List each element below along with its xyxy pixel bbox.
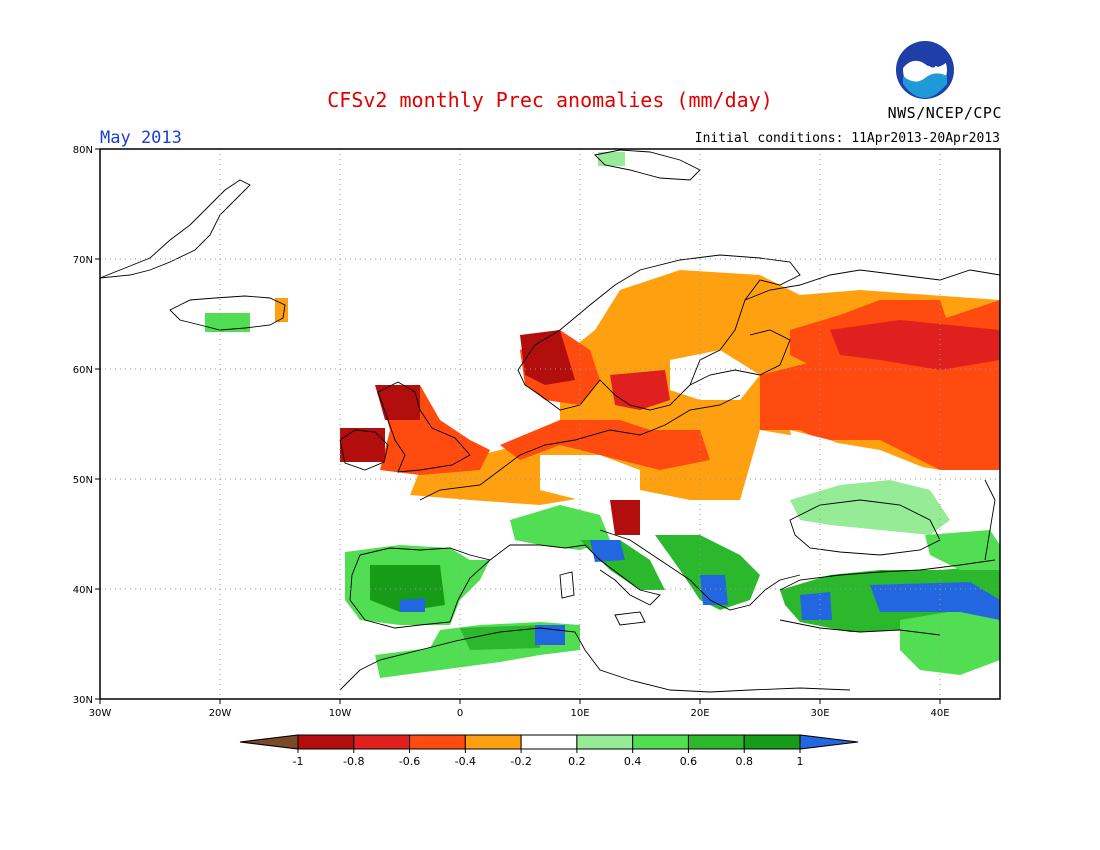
coast-britain xyxy=(377,381,471,473)
dry-darkred-norway xyxy=(520,330,575,385)
coast-turkey xyxy=(779,559,996,636)
lon-tick-label: 10W xyxy=(329,708,352,719)
neutral-baltic xyxy=(670,350,760,400)
coast-scandinavia xyxy=(517,254,801,411)
lat-tick-label: 80N xyxy=(73,145,93,156)
coast-svalbard xyxy=(594,149,701,181)
colorbar-label: -0.8 xyxy=(343,755,364,768)
coast-greenland xyxy=(99,179,251,279)
lon-tick-label: 30E xyxy=(810,708,829,719)
wet-blue-turkey xyxy=(800,592,832,620)
colorbar-swatch xyxy=(687,734,745,750)
lat-tick-label: 60N xyxy=(73,365,93,376)
dry-darkred-scotland xyxy=(375,385,420,420)
wet-balkans xyxy=(655,535,760,610)
coast-baltic xyxy=(689,329,791,386)
coast-north-africa xyxy=(339,627,851,693)
colorbar-swatch xyxy=(576,734,634,750)
coast-balkans xyxy=(599,529,801,611)
noaa-logo: NOAA xyxy=(896,41,954,99)
wet-blue-spain xyxy=(400,598,425,612)
wet-black-sea xyxy=(790,480,950,535)
coast-iceland xyxy=(169,295,286,331)
lon-tick-label: 10E xyxy=(570,708,589,719)
colorbar-label: 0.6 xyxy=(680,755,698,768)
coast-caspian xyxy=(984,479,996,561)
wet-iberia-dark xyxy=(370,565,445,612)
wet-middle-east xyxy=(900,610,1000,675)
dry-darkred-russia xyxy=(830,320,1000,370)
lon-tick-label: 40E xyxy=(930,708,949,719)
anomaly-shading xyxy=(205,152,1000,678)
colorbar-swatch xyxy=(632,734,689,750)
colorbar: -1 -0.8 -0.6 -0.4 -0.2 0.2 0.4 0.6 0.8 1 xyxy=(239,734,859,768)
lat-tick-label: 30N xyxy=(73,695,93,706)
colorbar-swatch xyxy=(464,734,522,750)
dry-darkred-italy xyxy=(610,500,640,535)
dry-darkred-sweden xyxy=(610,370,670,410)
wet-svalbard xyxy=(598,152,625,166)
wet-iceland xyxy=(205,313,250,332)
lat-tick-label: 70N xyxy=(73,255,93,266)
colorbar-label: -0.6 xyxy=(399,755,420,768)
wet-alps xyxy=(510,505,610,550)
coast-france-italy xyxy=(489,544,661,606)
colorbar-label: 1 xyxy=(797,755,804,768)
colorbar-swatch xyxy=(353,734,411,750)
colorbar-label: -1 xyxy=(293,755,304,768)
wet-blue-greece xyxy=(700,575,728,605)
logo-text: NOAA xyxy=(910,65,939,76)
axes: 30N 40N 50N 60N 70N 80N 30W 20W 10W 0 10E 20E 30E 40E xyxy=(73,145,950,719)
coast-continental xyxy=(419,394,741,501)
valid-month: May 2013 xyxy=(100,128,182,148)
colorbar-swatch xyxy=(409,734,466,750)
wet-blue-turkey-east xyxy=(870,582,1000,620)
lon-tick-label: 0 xyxy=(457,708,463,719)
dry-iceland-east xyxy=(275,298,288,322)
map-frame xyxy=(99,148,1001,700)
neutral-central xyxy=(540,455,640,500)
colorbar-label: 0.4 xyxy=(624,755,642,768)
colorbar-label: -0.2 xyxy=(510,755,531,768)
lat-tick-label: 40N xyxy=(73,585,93,596)
agency-label: NWS/NCEP/CPC xyxy=(887,104,1002,122)
colorbar-high-arrow xyxy=(799,734,859,750)
lon-tick-label: 20E xyxy=(690,708,709,719)
lon-tick-label: 30W xyxy=(89,708,112,719)
gridlines xyxy=(100,149,1000,699)
colorbar-swatch xyxy=(743,734,801,750)
colorbar-label: -0.4 xyxy=(455,755,476,768)
coast-sicily xyxy=(614,611,646,626)
map-title: CFSv2 monthly Prec anomalies (mm/day) xyxy=(327,88,773,112)
coast-black-sea xyxy=(789,499,941,556)
wet-caucasus xyxy=(925,530,1000,570)
lon-tick-label: 20W xyxy=(209,708,232,719)
coast-iberia xyxy=(349,547,491,629)
wet-blue-italy xyxy=(590,540,625,562)
coast-ireland xyxy=(339,429,389,471)
lat-tick-label: 50N xyxy=(73,475,93,486)
coast-sardinia xyxy=(559,571,575,599)
dry-red-central xyxy=(500,420,710,470)
colorbar-label: 0.2 xyxy=(568,755,586,768)
wet-north-africa-dark xyxy=(460,625,540,650)
colorbar-low-arrow xyxy=(239,734,299,750)
colorbar-swatch xyxy=(520,734,578,750)
coastlines xyxy=(99,149,1001,693)
colorbar-label: 0.8 xyxy=(735,755,753,768)
coast-finland-russia xyxy=(744,269,1001,301)
dry-darkred-ireland xyxy=(340,428,385,462)
colorbar-swatch xyxy=(297,734,355,750)
initial-conditions: Initial conditions: 11Apr2013-20Apr2013 xyxy=(694,131,1000,146)
